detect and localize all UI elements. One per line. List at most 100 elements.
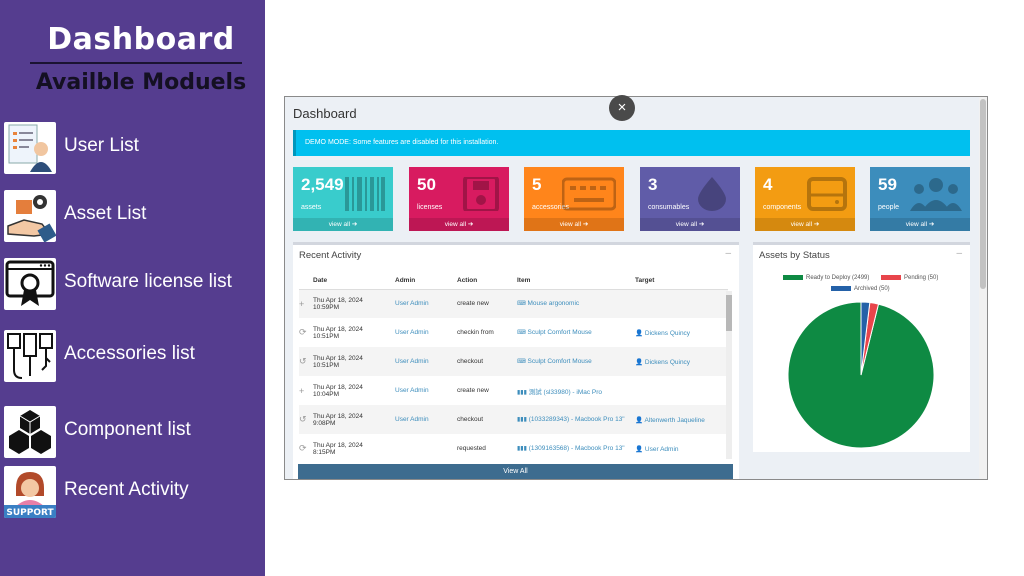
tile-count: 2,549 xyxy=(301,175,344,194)
activity-table: Date Admin Action Item Target + Thu Apr 1… xyxy=(299,273,728,463)
action-cell: checkout xyxy=(457,347,517,376)
item-link[interactable]: ▮▮▮ (1309163568) - Macbook Pro 13" xyxy=(517,445,625,452)
tile-accessories[interactable]: 5 accessories view all ➔ xyxy=(524,167,624,231)
title-divider xyxy=(30,62,242,64)
column-header[interactable]: Admin xyxy=(395,273,457,290)
table-row: ⟳ Thu Apr 18, 2024 10:51PM User Admin checki… xyxy=(299,318,728,347)
module-component-list[interactable]: Component list xyxy=(4,406,264,458)
module-asset-list[interactable]: Asset List xyxy=(4,190,264,242)
requested-icon: ⟳ xyxy=(299,443,307,453)
module-label: Asset List xyxy=(64,203,147,224)
module-software-license-list[interactable]: Software license list xyxy=(4,258,264,310)
dashboard-screenshot: Dashboard DEMO MODE: Some features are d… xyxy=(284,96,988,480)
tile-view-all-link[interactable]: view all ➔ xyxy=(293,218,393,231)
tile-view-all-link[interactable]: view all ➔ xyxy=(640,218,740,231)
pie-slice-2[interactable] xyxy=(860,301,871,376)
item-link[interactable]: ⌨ Sculpt Comfort Mouse xyxy=(517,347,635,376)
legend-item-archived[interactable]: Archived (50) xyxy=(831,286,890,292)
column-header[interactable]: Target xyxy=(635,273,728,290)
tile-consumables[interactable]: 3 consumables view all ➔ xyxy=(640,167,740,231)
tile-licenses[interactable]: 50 licenses view all ➔ xyxy=(409,167,509,231)
license-icon xyxy=(4,258,56,310)
dashboard-title: Dashboard xyxy=(293,106,357,121)
item-link[interactable]: ▮▮▮ 測試 (sl33980) - iMac Pro xyxy=(517,388,603,396)
hdd-icon xyxy=(807,177,847,211)
keyboard-icon: ⌨ xyxy=(517,330,526,336)
tile-view-all-link[interactable]: view all ➔ xyxy=(409,218,509,231)
tile-label: licenses xyxy=(417,204,443,211)
tile-count: 5 xyxy=(532,175,542,194)
target-link[interactable] xyxy=(635,376,728,405)
droplet-icon xyxy=(698,177,726,211)
target-link[interactable]: 👤 Dickens Quincy xyxy=(635,329,691,337)
module-label: Component list xyxy=(64,419,191,440)
tile-view-all-link[interactable]: view all ➔ xyxy=(524,218,624,231)
action-cell: checkout xyxy=(457,405,517,434)
target-link[interactable] xyxy=(635,289,728,318)
support-icon: SUPPORT xyxy=(4,466,56,518)
user-icon: 👤 xyxy=(635,416,644,424)
column-header[interactable]: Action xyxy=(457,273,517,290)
tile-view-all-link[interactable]: view all ➔ xyxy=(870,218,970,231)
tile-people[interactable]: 59 people view all ➔ xyxy=(870,167,970,231)
plus-icon: + xyxy=(299,385,305,396)
module-accessories-list[interactable]: Accessories list xyxy=(4,330,264,382)
floppy-disk-icon xyxy=(463,177,499,211)
table-row: + Thu Apr 18, 2024 10:59PM User Admin create… xyxy=(299,289,728,318)
module-label: Recent Activity xyxy=(64,479,189,500)
target-link[interactable]: 👤 Altenwerth Jaqueline xyxy=(635,405,728,434)
tile-assets[interactable]: 2,549 assets view all ➔ xyxy=(293,167,393,231)
admin-link[interactable] xyxy=(395,434,457,463)
date-cell: Thu Apr 18, 2024 8:15PM xyxy=(313,441,363,456)
target-link[interactable]: 👤 User Admin xyxy=(635,445,679,453)
column-header[interactable]: Item xyxy=(517,273,635,290)
view-all-button[interactable]: View All xyxy=(298,464,733,479)
item-link[interactable]: ▮▮▮ (1033289343) - Macbook Pro 13" xyxy=(517,405,635,434)
dashboard-header: Dashboard xyxy=(285,97,979,127)
assets-by-status-box: Assets by Status – Ready to Deploy (2499… xyxy=(753,242,970,452)
table-row: ↺ Thu Apr 18, 2024 9:08PM User Admin checkou… xyxy=(299,405,728,434)
legend-item-pending[interactable]: Pending (50) xyxy=(881,275,938,281)
admin-link[interactable]: User Admin xyxy=(395,329,429,336)
legend-item-ready[interactable]: Ready to Deploy (2499) xyxy=(783,275,869,281)
admin-link[interactable]: User Admin xyxy=(395,347,457,376)
column-header[interactable]: Date xyxy=(313,273,395,290)
item-link[interactable]: ⌨ Sculpt Comfort Mouse xyxy=(517,329,592,336)
support-icon-text: SUPPORT xyxy=(6,508,54,518)
keyboard-icon: ⌨ xyxy=(517,301,526,308)
admin-link[interactable]: User Admin xyxy=(395,405,457,434)
tile-count: 50 xyxy=(417,175,436,194)
left-panel: Dashboard Availble Moduels User List xyxy=(0,0,265,576)
page-scrollbar[interactable] xyxy=(979,97,987,479)
table-scrollbar[interactable] xyxy=(726,291,732,459)
user-list-icon xyxy=(4,122,56,174)
module-label: Accessories list xyxy=(64,343,195,364)
action-cell: checkin from xyxy=(457,329,494,336)
action-cell: create new xyxy=(457,387,489,394)
minimize-button[interactable]: – xyxy=(956,248,962,259)
admin-link[interactable]: User Admin xyxy=(395,289,457,318)
target-link[interactable]: 👤 Dickens Quincy xyxy=(635,347,728,376)
checkin-icon: ⟳ xyxy=(299,327,307,337)
checkout-icon: ↺ xyxy=(299,347,313,376)
table-header-row: Date Admin Action Item Target xyxy=(299,273,728,290)
date-cell: Thu Apr 18, 2024 10:51PM xyxy=(313,347,395,376)
barcode-icon: ▮▮▮ xyxy=(517,417,527,423)
item-link[interactable]: ⌨ Mouse argonomic xyxy=(517,289,635,318)
user-icon: 👤 xyxy=(635,329,644,337)
panel-subtitle: Availble Moduels xyxy=(35,70,247,95)
admin-link[interactable]: User Admin xyxy=(395,387,429,394)
tile-label: assets xyxy=(301,204,322,211)
asset-list-icon xyxy=(4,190,56,242)
users-icon xyxy=(910,178,962,211)
date-cell: Thu Apr 18, 2024 9:08PM xyxy=(313,405,395,434)
barcode-icon: ▮▮▮ xyxy=(517,389,527,396)
tile-view-all-link[interactable]: view all ➔ xyxy=(755,218,855,231)
module-user-list[interactable]: User List xyxy=(4,122,264,174)
module-label: User List xyxy=(64,135,139,156)
table-row: + Thu Apr 18, 2024 10:04PM User Admin create… xyxy=(299,376,728,405)
close-button[interactable]: × xyxy=(609,95,635,121)
minimize-button[interactable]: – xyxy=(725,248,731,259)
module-recent-activity[interactable]: SUPPORT Recent Activity xyxy=(4,466,264,518)
tile-components[interactable]: 4 components view all ➔ xyxy=(755,167,855,231)
